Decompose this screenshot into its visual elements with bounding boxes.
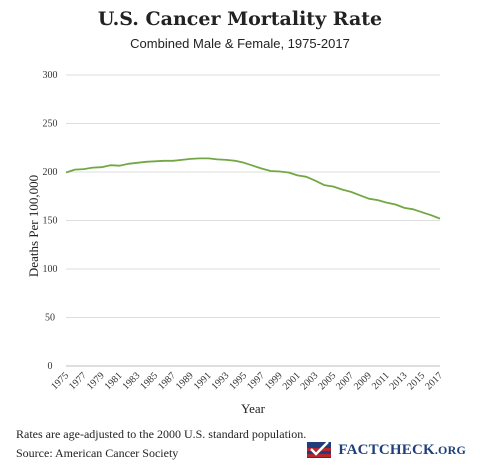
- y-axis-title: Deaths Per 100,000: [26, 175, 41, 277]
- x-tick-labels: 1975197719791981198319851987198919911993…: [49, 370, 445, 392]
- y-tick-label: 150: [43, 216, 58, 227]
- x-tick-label: 1987: [156, 370, 178, 392]
- x-tick-label: 1975: [49, 370, 71, 392]
- x-tick-label: 1993: [209, 370, 231, 392]
- x-tick-label: 2003: [299, 370, 321, 392]
- logo-text: FactCheck.org: [338, 441, 466, 458]
- x-tick-label: 1981: [103, 370, 125, 392]
- x-tick-label: 1997: [245, 370, 267, 392]
- x-tick-label: 2011: [370, 370, 392, 392]
- y-tick-labels: 0 50 100 150 200 250 300: [43, 70, 58, 372]
- y-tick-label: 100: [43, 264, 58, 275]
- factcheck-logo[interactable]: FactCheck.org: [306, 440, 466, 460]
- x-tick-label: 2005: [316, 370, 338, 392]
- footnote: Rates are age-adjusted to the 2000 U.S. …: [16, 427, 307, 441]
- flag-check-icon: [307, 441, 332, 458]
- x-tick-label: 1983: [120, 370, 142, 392]
- y-tick-label: 300: [43, 70, 58, 81]
- series-line-mortality: [65, 157, 441, 220]
- y-tick-label: 0: [48, 361, 53, 372]
- x-tick-label: 1977: [67, 370, 89, 392]
- x-tick-label: 1995: [227, 370, 249, 392]
- x-tick-label: 1979: [85, 370, 107, 392]
- x-tick-label: 1985: [138, 370, 160, 392]
- y-tick-label: 250: [43, 119, 58, 130]
- x-axis-title: Year: [241, 401, 266, 416]
- x-tick-label: 2001: [281, 370, 303, 392]
- gridlines: [66, 74, 440, 367]
- x-tick-label: 2015: [405, 370, 427, 392]
- x-tick-label: 1999: [263, 370, 285, 392]
- chart-subtitle: Combined Male & Female, 1975-2017: [130, 36, 350, 51]
- y-tick-label: 50: [45, 313, 55, 324]
- x-tick-label: 2009: [352, 370, 374, 392]
- x-tick-label: 2017: [423, 370, 445, 392]
- y-tick-label: 200: [43, 167, 58, 178]
- x-tick-label: 2013: [388, 370, 410, 392]
- x-tick-label: 1991: [192, 370, 214, 392]
- x-tick-label: 1989: [174, 370, 196, 392]
- chart-title: U.S. Cancer Mortality Rate: [97, 8, 383, 30]
- source-note: Source: American Cancer Society: [16, 446, 179, 460]
- x-tick-label: 2007: [334, 370, 356, 392]
